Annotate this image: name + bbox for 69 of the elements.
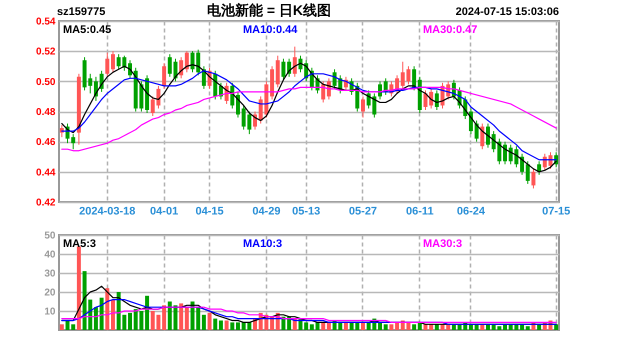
x-tick-label: 05-13 bbox=[292, 206, 320, 218]
candlestick bbox=[156, 85, 160, 109]
y-tick-label: 0.46 bbox=[36, 137, 56, 148]
bar bbox=[184, 307, 189, 330]
text: MA30:0.47 bbox=[423, 24, 478, 36]
candlestick bbox=[116, 54, 121, 70]
bar bbox=[208, 312, 212, 330]
x-tick-label: 04-15 bbox=[196, 206, 224, 218]
y-tick-label: 0.48 bbox=[36, 107, 56, 118]
bar bbox=[350, 322, 354, 330]
text: MA5:0.45 bbox=[63, 24, 112, 36]
bar bbox=[321, 322, 326, 330]
bar bbox=[526, 326, 530, 330]
bar bbox=[179, 303, 184, 330]
y-tick-label: 40 bbox=[44, 250, 56, 260]
y-tick-label: 0.50 bbox=[36, 76, 56, 88]
chart-title: 电池新能 = 日K线图 bbox=[206, 2, 332, 18]
bar bbox=[554, 324, 558, 330]
x-tick-label: 05-27 bbox=[348, 206, 378, 218]
bar bbox=[247, 322, 252, 330]
bar bbox=[326, 322, 331, 330]
x-tick-label: 04-01 bbox=[150, 206, 178, 218]
bar bbox=[60, 324, 64, 330]
bar bbox=[418, 322, 422, 330]
y-tick-label: 50 bbox=[44, 230, 56, 242]
candlestick bbox=[360, 96, 365, 118]
candlestick bbox=[406, 66, 410, 85]
candlestick bbox=[332, 68, 337, 90]
bar bbox=[344, 322, 348, 330]
candlestick bbox=[179, 56, 184, 79]
text: MA10:0.44 bbox=[243, 24, 298, 36]
text: sz159775 bbox=[57, 6, 106, 18]
text: MA10:3 bbox=[243, 238, 282, 250]
line-series bbox=[61, 306, 557, 323]
text: MA5:3 bbox=[63, 238, 96, 250]
candlestick bbox=[480, 123, 484, 150]
x-tick-label: 06-24 bbox=[456, 206, 486, 218]
bar bbox=[202, 314, 206, 330]
text: MA30:3 bbox=[423, 238, 462, 250]
y-tick-label: 0.54 bbox=[36, 16, 56, 28]
candlestick bbox=[162, 62, 166, 90]
y-tick-label: 20 bbox=[44, 288, 56, 298]
bar bbox=[116, 292, 121, 330]
y-tick-label: 0.42 bbox=[36, 198, 56, 208]
bar bbox=[224, 320, 229, 330]
candlestick bbox=[247, 111, 252, 135]
bar bbox=[218, 320, 223, 330]
candlestick bbox=[321, 80, 326, 103]
x-tick-label: 07-15 bbox=[542, 206, 570, 218]
candlestick bbox=[531, 168, 536, 189]
y-tick-label: 0.44 bbox=[36, 167, 56, 178]
x-tick-label: 04-29 bbox=[252, 206, 280, 218]
x-tick-label: 06-11 bbox=[406, 206, 434, 218]
bar bbox=[366, 322, 371, 330]
candlestick bbox=[184, 50, 189, 73]
bar bbox=[406, 322, 410, 330]
y-tick-label: 30 bbox=[44, 268, 56, 280]
text: 2024-07-15 15:03:06 bbox=[456, 6, 559, 18]
bar bbox=[76, 246, 81, 330]
x-tick-label: 2024-03-18 bbox=[79, 206, 136, 218]
bar bbox=[82, 271, 87, 330]
candlestick bbox=[372, 92, 376, 118]
y-tick-label: 10 bbox=[44, 306, 56, 318]
candlestick bbox=[292, 46, 297, 78]
y-tick-label: 0.52 bbox=[36, 46, 56, 58]
bar bbox=[412, 324, 416, 330]
candlestick bbox=[412, 66, 416, 91]
bar bbox=[360, 322, 365, 330]
bar bbox=[355, 322, 360, 330]
